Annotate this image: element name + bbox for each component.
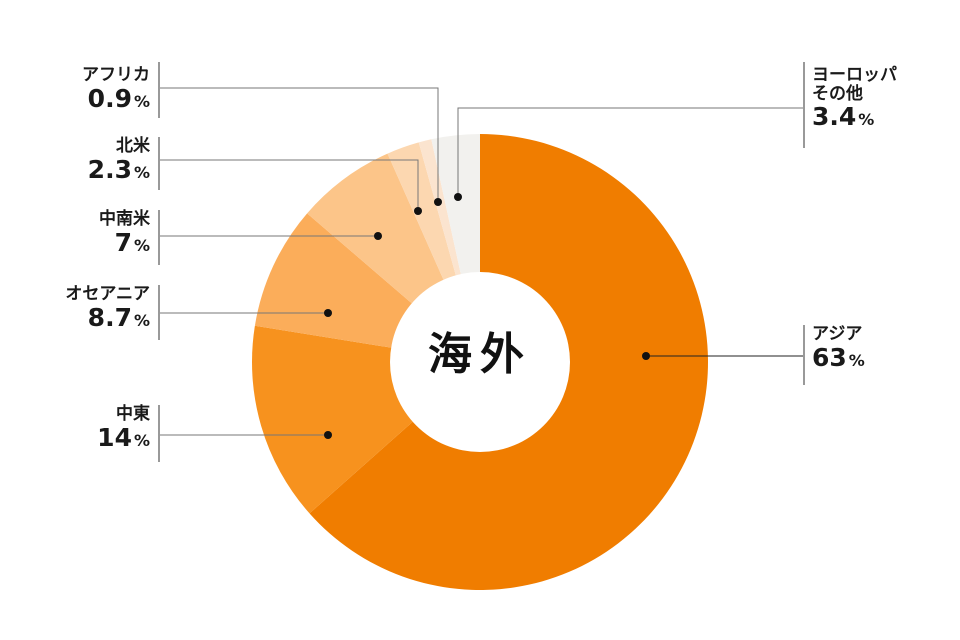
- slice-name: オセアニア: [65, 284, 150, 304]
- leader-dot-2: [324, 309, 332, 317]
- slice-name: 北米: [116, 136, 150, 156]
- donut-hole: [390, 272, 570, 452]
- slice-label-1: 中東 14%: [10, 405, 150, 451]
- slice-value: 3.4%: [812, 102, 875, 132]
- leader-dot-0: [642, 352, 650, 360]
- slice-value: 8.7%: [87, 302, 150, 332]
- slice-label-2: オセアニア 8.7%: [10, 285, 150, 331]
- leader-dot-1: [324, 431, 332, 439]
- slice-name: 中東: [116, 404, 150, 424]
- slice-value: 7%: [114, 227, 150, 257]
- slice-name: アフリカ: [82, 65, 150, 85]
- label-bar: [158, 285, 160, 340]
- leader-line-4: [160, 159, 419, 211]
- slice-name: 中南米: [99, 209, 150, 229]
- slice-label-6: ヨーロッパ その他 3.4%: [812, 66, 897, 131]
- slice-value: 2.3%: [87, 154, 150, 184]
- leader-dot-6: [454, 193, 462, 201]
- slice-label-5: アフリカ 0.9%: [10, 66, 150, 112]
- slice-value: 0.9%: [87, 83, 150, 113]
- slice-value: 63%: [812, 342, 865, 372]
- leader-dot-3: [374, 232, 382, 240]
- leader-dot-4: [414, 207, 422, 215]
- slice-name: アジア: [812, 324, 863, 344]
- slice-label-0: アジア 63%: [812, 325, 865, 371]
- label-bar: [158, 137, 160, 190]
- leader-line-5: [160, 87, 439, 202]
- label-bar: [158, 62, 160, 118]
- label-bar: [158, 405, 160, 462]
- label-bar: [803, 325, 805, 385]
- center-label: 海外: [428, 329, 532, 380]
- slice-name: ヨーロッパ その他: [812, 65, 897, 104]
- slice-value: 14%: [97, 422, 150, 452]
- leader-line-6: [457, 107, 804, 197]
- label-bar: [158, 210, 160, 265]
- label-bar: [803, 62, 805, 148]
- slice-label-4: 北米 2.3%: [10, 137, 150, 183]
- leader-dot-5: [434, 198, 442, 206]
- slice-label-3: 中南米 7%: [10, 210, 150, 256]
